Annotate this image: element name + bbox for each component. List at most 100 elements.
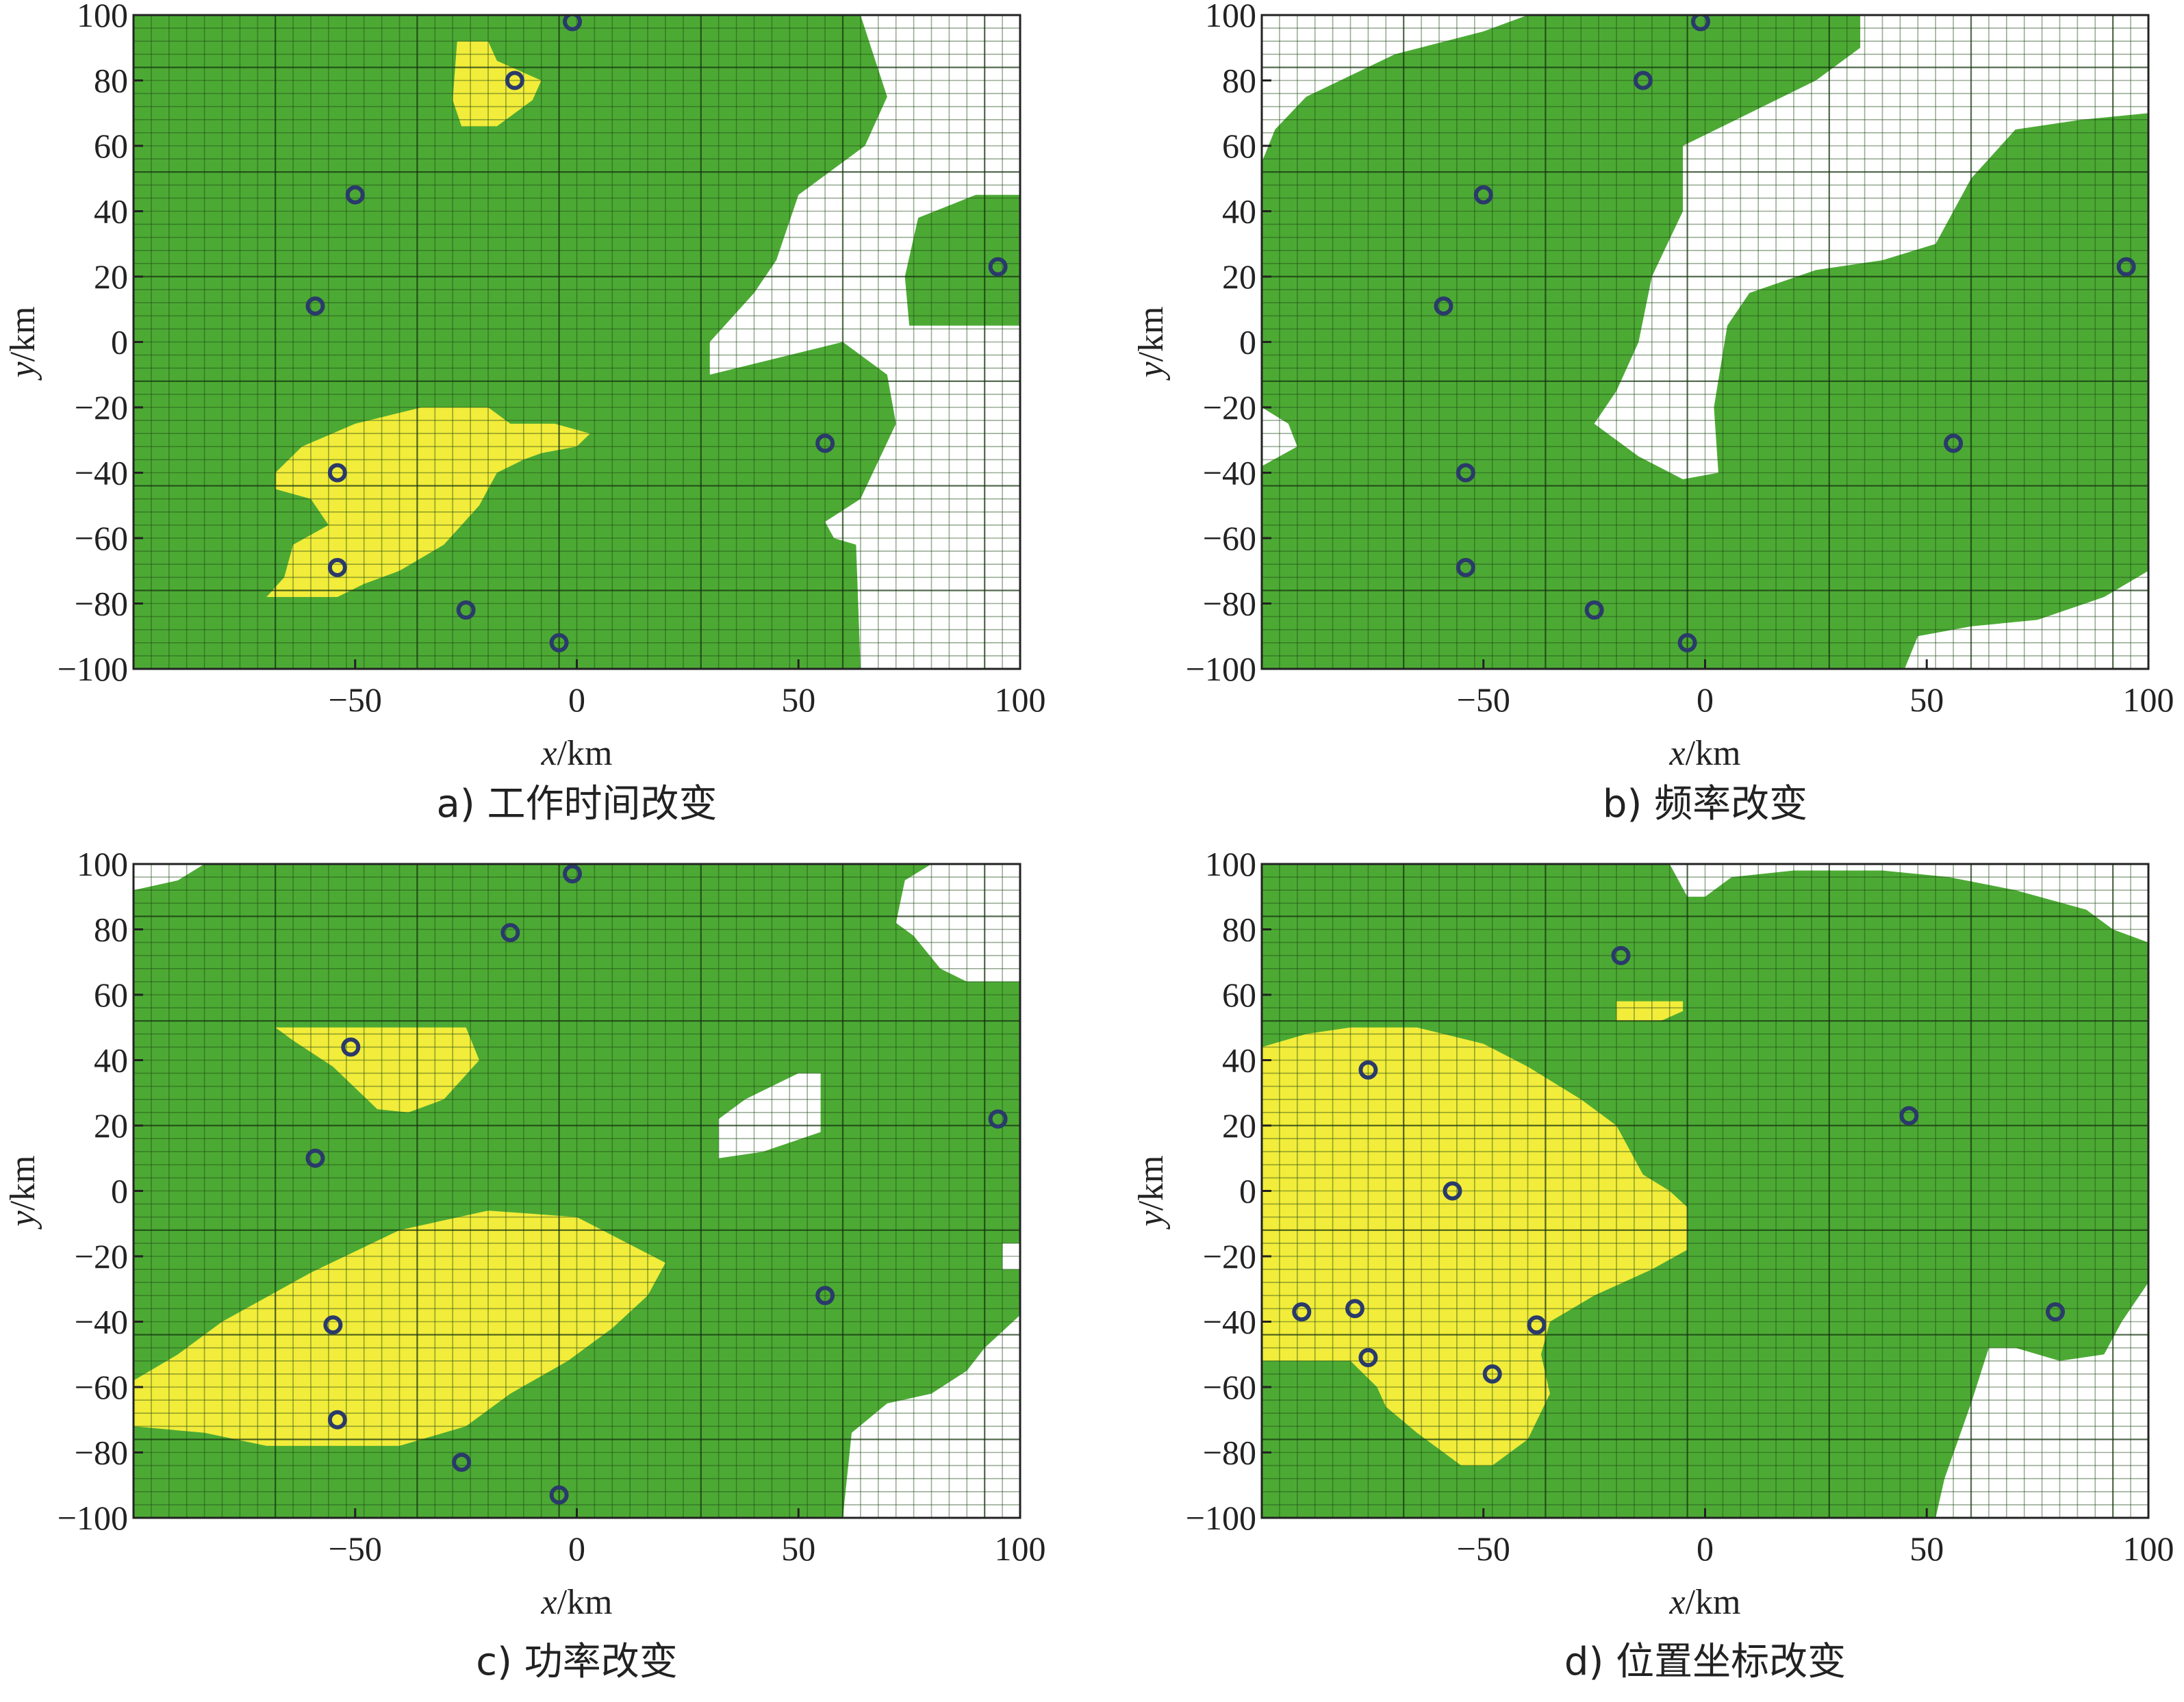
- y-tick-label: −100: [58, 650, 128, 688]
- station-marker: [1443, 1181, 1462, 1201]
- panel-caption: d) 位置坐标改变: [1564, 1640, 1846, 1684]
- x-tick-label: 100: [995, 681, 1046, 719]
- overlap-yellow-region: [275, 1027, 479, 1113]
- y-tick-label: 0: [111, 323, 128, 361]
- y-tick-label: 20: [94, 1106, 128, 1145]
- station-marker: [327, 1410, 347, 1430]
- y-tick-label: 0: [1239, 323, 1256, 361]
- x-tick-label: −50: [329, 1529, 382, 1568]
- x-axis-label: x/km: [541, 734, 613, 773]
- y-axis-label: y/km: [1132, 1156, 1171, 1230]
- y-tick-label: 80: [94, 62, 128, 100]
- y-tick-label: −20: [75, 388, 128, 427]
- no-coverage-white-region: [1002, 1243, 1020, 1270]
- station-marker: [305, 1148, 325, 1168]
- overlap-yellow-region: [1616, 1001, 1684, 1021]
- y-tick-label: 40: [1222, 1041, 1256, 1080]
- station-marker: [563, 864, 583, 884]
- y-tick-label: −40: [1203, 1303, 1256, 1341]
- x-axis-label: x/km: [1669, 734, 1741, 773]
- station-marker: [563, 15, 583, 31]
- y-tick-label: 100: [1205, 845, 1256, 883]
- station-marker: [1691, 15, 1711, 31]
- no-coverage-white-region: [718, 1073, 821, 1158]
- no-coverage-white-region: [1262, 15, 1528, 162]
- station-marker: [1292, 1302, 1312, 1322]
- plot-area: [134, 15, 1020, 669]
- y-tick-label: 100: [77, 845, 128, 883]
- station-marker: [1944, 433, 1964, 453]
- station-marker: [345, 185, 365, 205]
- y-tick-label: 100: [77, 0, 128, 34]
- station-marker: [1456, 557, 1475, 577]
- station-marker: [2116, 257, 2136, 277]
- y-tick-label: 20: [1222, 257, 1256, 296]
- y-tick-label: −80: [1203, 1434, 1256, 1472]
- station-marker: [452, 1452, 472, 1472]
- station-marker: [549, 633, 569, 652]
- no-coverage-white-region: [1935, 1282, 2148, 1518]
- y-tick-label: 80: [94, 911, 128, 949]
- y-tick-label: −20: [75, 1237, 128, 1275]
- y-tick-label: −20: [1203, 1237, 1256, 1275]
- x-tick-label: 0: [1697, 1529, 1714, 1568]
- panel-caption: c) 功率改变: [476, 1640, 677, 1684]
- no-coverage-white-region: [1262, 407, 1297, 466]
- y-axis-label: y/km: [1132, 307, 1171, 381]
- station-marker: [815, 433, 835, 453]
- station-marker: [327, 463, 347, 483]
- y-tick-label: −60: [75, 1368, 128, 1406]
- station-marker: [988, 257, 1008, 277]
- panel-caption: b) 频率改变: [1603, 782, 1807, 826]
- station-marker: [1899, 1106, 1919, 1126]
- y-tick-label: 60: [1222, 127, 1256, 165]
- y-tick-label: −100: [1186, 1499, 1256, 1537]
- station-marker: [2046, 1302, 2066, 1322]
- x-tick-label: −50: [329, 681, 382, 719]
- x-axis-label: x/km: [541, 1583, 613, 1622]
- no-coverage-white-region: [1669, 864, 2148, 943]
- no-coverage-white-region: [896, 864, 1020, 982]
- plot-area: [1262, 864, 2148, 1518]
- y-tick-label: −60: [1203, 519, 1256, 557]
- coverage-green-region: [904, 194, 1020, 326]
- x-tick-label: 50: [781, 681, 815, 719]
- y-tick-label: −40: [1203, 454, 1256, 492]
- y-tick-label: 60: [94, 976, 128, 1014]
- y-tick-label: 60: [94, 127, 128, 165]
- panel-caption: a) 工作时间改变: [437, 782, 718, 826]
- y-tick-label: −80: [1203, 585, 1256, 623]
- x-tick-label: 50: [1909, 1529, 1944, 1568]
- station-marker: [1482, 1364, 1502, 1384]
- y-tick-label: −100: [1186, 650, 1256, 688]
- station-marker: [327, 557, 347, 577]
- overlap-yellow-region: [266, 407, 590, 597]
- x-tick-label: −50: [1457, 681, 1510, 719]
- y-tick-label: −40: [75, 1303, 128, 1341]
- y-tick-label: −60: [1203, 1368, 1256, 1406]
- y-tick-label: 60: [1222, 976, 1256, 1014]
- no-coverage-white-region: [843, 1314, 1020, 1518]
- x-tick-label: 100: [995, 1529, 1046, 1568]
- no-coverage-white-region: [709, 15, 1020, 669]
- station-marker: [500, 923, 520, 943]
- y-tick-label: 20: [1222, 1106, 1256, 1145]
- station-marker: [1633, 71, 1653, 90]
- y-axis-label: y/km: [3, 307, 42, 381]
- station-marker: [305, 296, 325, 316]
- station-marker: [1611, 945, 1631, 965]
- y-tick-label: 80: [1222, 911, 1256, 949]
- y-tick-label: −80: [75, 1434, 128, 1472]
- x-tick-label: 50: [1909, 681, 1944, 719]
- y-tick-label: 20: [94, 257, 128, 296]
- y-axis-label: y/km: [3, 1156, 42, 1230]
- y-tick-label: 40: [1222, 192, 1256, 231]
- station-marker: [1456, 463, 1475, 483]
- x-axis-label: x/km: [1669, 1583, 1741, 1622]
- y-tick-label: 40: [94, 192, 128, 231]
- station-marker: [1434, 296, 1453, 316]
- station-marker: [1584, 600, 1604, 620]
- overlap-yellow-region: [453, 41, 542, 127]
- y-tick-label: 100: [1205, 0, 1256, 34]
- x-tick-label: 0: [568, 681, 585, 719]
